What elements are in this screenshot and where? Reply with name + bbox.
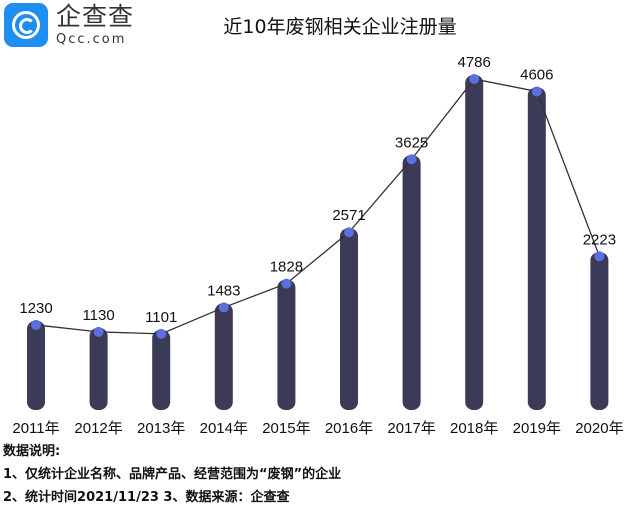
bar	[277, 279, 296, 410]
data-label: 1230	[19, 300, 52, 317]
x-tick-label: 2016年	[325, 420, 373, 437]
bar	[527, 87, 546, 411]
notes: 数据说明: 1、仅统计企业名称、品牌产品、经营范围为“废钢”的企业 2、统计时间…	[3, 440, 341, 509]
data-point	[594, 251, 605, 262]
x-tick-label: 2013年	[137, 420, 185, 437]
x-tick-label: 2011年	[12, 420, 59, 437]
qcc-logo: 企查查 Qcc.com	[4, 3, 134, 47]
data-point	[218, 302, 229, 313]
data-label: 2571	[332, 207, 365, 224]
data-label: 1483	[207, 282, 240, 299]
data-label: 2223	[583, 231, 616, 248]
data-label: 4606	[520, 66, 553, 83]
x-tick-label: 2020年	[575, 420, 623, 437]
qcc-logo-icon	[4, 3, 48, 47]
data-point	[344, 227, 354, 238]
notes-line-1: 1、仅统计企业名称、品牌产品、经营范围为“废钢”的企业	[3, 467, 342, 482]
x-tick-label: 2017年	[387, 420, 435, 437]
notes-heading: 数据说明:	[3, 444, 61, 459]
x-tick-label: 2014年	[200, 420, 248, 437]
logo-cn: 企查查	[56, 2, 135, 31]
data-point	[469, 74, 480, 84]
data-label: 1101	[145, 309, 177, 326]
bar	[465, 75, 484, 410]
data-label: 1130	[82, 307, 114, 324]
x-tick-label: 2012年	[74, 420, 122, 437]
notes-line-2: 2、统计时间2021/11/23 3、数据来源：企查查	[3, 490, 290, 505]
bar	[27, 320, 45, 410]
data-label: 1828	[270, 259, 303, 276]
bar	[89, 327, 108, 410]
logo-en: Qcc.com	[56, 32, 127, 47]
data-point	[406, 154, 417, 165]
data-point	[93, 326, 104, 337]
data-label: 3625	[395, 134, 428, 151]
bar	[402, 155, 421, 410]
data-point	[31, 319, 41, 330]
bar	[214, 303, 233, 410]
bar	[340, 228, 358, 410]
bar	[152, 329, 171, 410]
x-tick-label: 2018年	[450, 420, 498, 437]
series-line	[35, 78, 601, 335]
data-point	[531, 86, 542, 97]
data-point	[281, 278, 292, 289]
data-point	[156, 328, 167, 339]
chart-title: 近10年废钢相关企业注册量	[223, 16, 457, 38]
x-tick-label: 2015年	[262, 420, 310, 437]
bar	[590, 252, 609, 410]
x-tick-label: 2019年	[513, 420, 561, 437]
data-label: 4786	[458, 54, 491, 71]
